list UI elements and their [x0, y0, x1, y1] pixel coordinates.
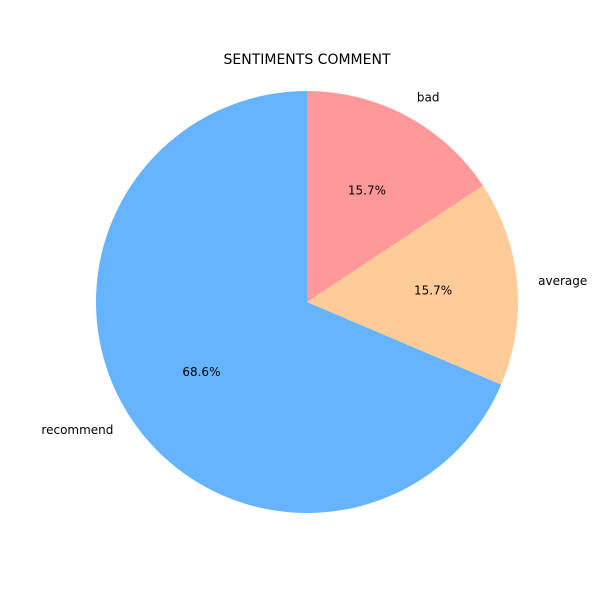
pie-labels: recommend 68.6% average 15.7% bad 15.7%: [41, 91, 587, 437]
pie-slices: [96, 91, 519, 513]
slice-label-average: average: [538, 274, 587, 288]
chart-title: SENTIMENTS COMMENT: [224, 52, 391, 68]
slice-percent-bad: 15.7%: [348, 183, 386, 197]
slice-label-bad: bad: [417, 91, 440, 105]
slice-percent-average: 15.7%: [414, 283, 452, 297]
pie-slice-bad: [307, 91, 483, 302]
pie-slice-average: [307, 185, 519, 385]
pie-slice-recommend: [96, 91, 502, 513]
slice-label-recommend: recommend: [41, 423, 113, 437]
slice-percent-recommend: 68.6%: [182, 365, 220, 379]
